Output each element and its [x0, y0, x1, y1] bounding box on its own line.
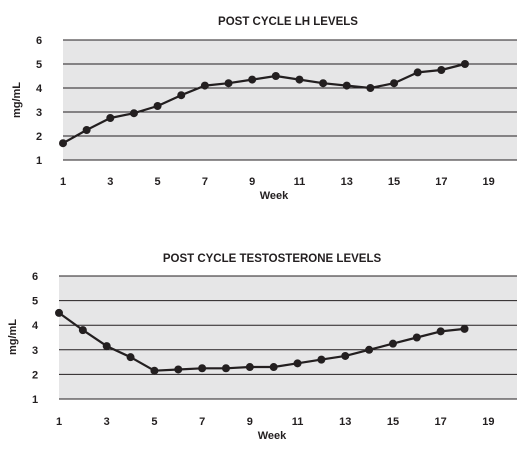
y-tick-label: 1	[32, 394, 38, 406]
data-point	[106, 114, 115, 122]
x-tick-label: 3	[107, 176, 113, 188]
data-point	[413, 68, 422, 77]
data-point	[388, 339, 397, 348]
data-point	[366, 84, 375, 92]
data-point	[177, 91, 186, 100]
data-point	[460, 60, 469, 68]
data-point	[129, 109, 138, 118]
x-tick-label: 11	[294, 176, 306, 188]
x-tick-label: 5	[151, 416, 157, 428]
y-axis-label: mg/mL	[11, 82, 23, 118]
plot-area	[63, 40, 517, 160]
y-ticks: 1 2 3 4 5 6	[36, 35, 43, 167]
data-point	[295, 75, 304, 84]
y-gridlines	[59, 275, 517, 400]
x-ticks: 1 3 5 7 9 11 13 15 17 19	[60, 176, 495, 188]
chart-title: POST CYCLE LH LEVELS	[218, 16, 358, 28]
data-point	[460, 324, 469, 333]
y-tick-label: 2	[32, 369, 38, 381]
plot-area	[59, 276, 517, 399]
y-axis-label: mg/mL	[7, 319, 19, 355]
data-point	[153, 102, 162, 110]
y-tick-label: 3	[36, 107, 42, 119]
y-tick-label: 1	[36, 155, 42, 167]
data-point	[365, 345, 374, 354]
chart-title: POST CYCLE TESTOSTERONE LEVELS	[163, 253, 382, 265]
data-point	[55, 308, 63, 317]
x-tick-label: 15	[388, 176, 400, 188]
x-axis-label: Week	[258, 430, 287, 442]
data-point	[319, 79, 328, 88]
data-point	[78, 326, 87, 335]
data-point	[271, 72, 280, 80]
x-tick-label: 5	[155, 176, 161, 188]
series-line	[58, 312, 465, 372]
x-tick-label: 11	[292, 416, 304, 428]
data-point	[342, 81, 351, 90]
data-point	[126, 353, 135, 362]
y-tick-label: 6	[32, 271, 38, 283]
data-point	[269, 363, 278, 372]
data-point	[102, 342, 111, 351]
x-tick-label: 13	[341, 176, 353, 188]
data-point	[82, 126, 91, 134]
x-tick-label: 17	[435, 416, 447, 428]
data-point	[341, 351, 350, 360]
data-point	[390, 79, 399, 88]
data-point	[436, 327, 445, 336]
y-tick-label: 4	[32, 320, 39, 332]
x-tick-label: 9	[247, 416, 253, 428]
x-tick-label: 13	[339, 416, 351, 428]
data-point	[437, 66, 446, 74]
x-tick-label: 1	[60, 176, 66, 188]
data-point	[248, 75, 257, 84]
x-tick-label: 15	[387, 416, 399, 428]
x-axis-label: Week	[260, 190, 289, 202]
data-point	[221, 364, 230, 373]
series-points	[55, 308, 469, 375]
x-tick-label: 19	[483, 176, 495, 188]
y-tick-label: 4	[36, 83, 43, 95]
data-point	[200, 81, 209, 90]
y-tick-label: 5	[32, 296, 38, 308]
y-tick-label: 6	[36, 35, 42, 47]
series-line	[62, 62, 466, 145]
data-point	[198, 364, 207, 373]
series-polyline	[58, 312, 465, 372]
series-points	[59, 60, 469, 148]
x-ticks: 1 3 5 7 9 11 13 15 17 19	[56, 416, 495, 428]
x-tick-label: 7	[199, 416, 205, 428]
data-point	[245, 363, 254, 372]
x-tick-label: 9	[249, 176, 255, 188]
x-tick-label: 1	[56, 416, 62, 428]
y-ticks: 1 2 3 4 5 6	[32, 271, 39, 406]
x-tick-label: 17	[435, 176, 447, 188]
data-point	[224, 79, 233, 88]
series-polyline	[62, 62, 466, 145]
data-point	[174, 365, 183, 374]
x-tick-label: 7	[202, 176, 208, 188]
data-point	[317, 355, 326, 364]
x-tick-label: 3	[104, 416, 110, 428]
y-tick-label: 3	[32, 345, 38, 357]
data-point	[293, 359, 302, 368]
y-tick-label: 5	[36, 59, 42, 71]
y-tick-label: 2	[36, 131, 42, 143]
x-tick-label: 19	[482, 416, 494, 428]
data-point	[150, 366, 159, 375]
data-point	[59, 139, 67, 148]
data-point	[412, 333, 421, 342]
